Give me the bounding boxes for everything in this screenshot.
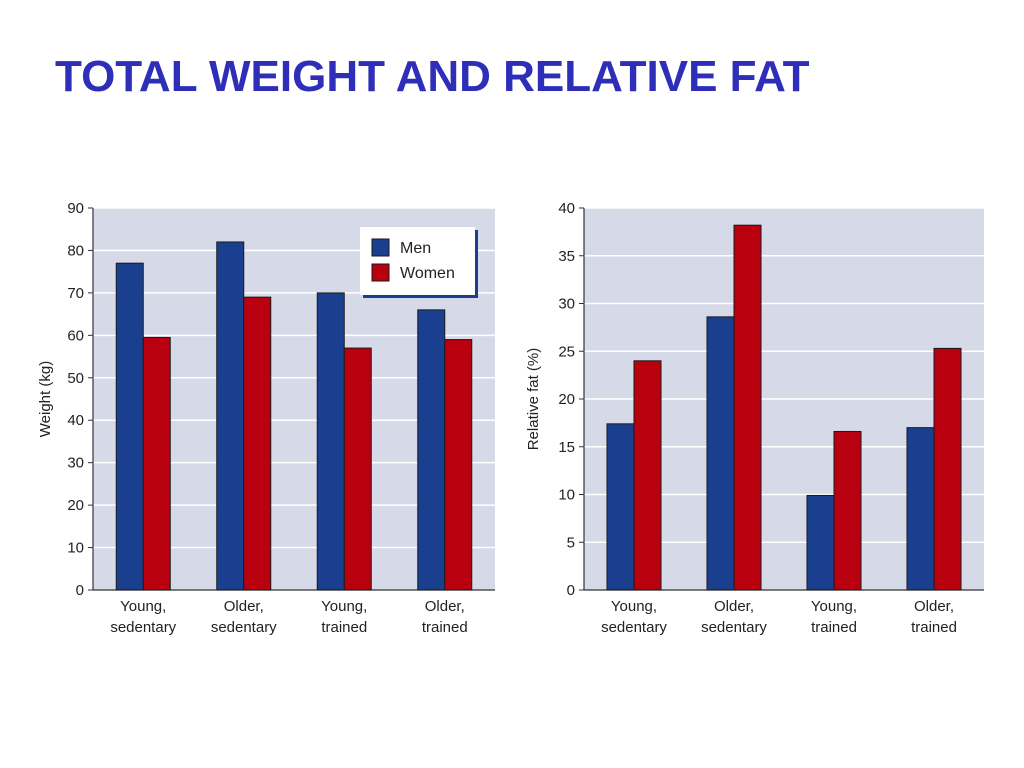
x-tick-label: Older, — [224, 598, 264, 615]
x-tick-label: Older, — [914, 598, 954, 615]
bar-women-older-sedentary — [733, 224, 762, 591]
bar-women-young-sedentary — [633, 360, 662, 591]
slide-title: TOTAL WEIGHT AND RELATIVE FAT — [55, 52, 810, 101]
legend-label-men: Men — [400, 240, 431, 257]
y-tick-label: 60 — [67, 327, 84, 344]
y-tick-label: 10 — [558, 487, 575, 504]
y-tick-label: 0 — [76, 582, 84, 599]
y-tick-label: 20 — [558, 391, 575, 408]
x-tick-label: Older, — [425, 598, 465, 615]
y-tick-label: 25 — [558, 343, 575, 360]
bar-men-older-sedentary — [706, 316, 735, 591]
y-tick-label: 15 — [558, 439, 575, 456]
y-tick-label: 40 — [67, 412, 84, 429]
x-tick-label: Young, — [811, 598, 857, 615]
bar-men-young-trained — [806, 494, 835, 591]
x-tick-label: trained — [321, 619, 367, 636]
bar-women-young-trained — [833, 430, 862, 591]
y-tick-label: 35 — [558, 248, 575, 265]
x-tick-label: trained — [811, 619, 857, 636]
y-tick-label: 30 — [558, 296, 575, 313]
y-tick-label: 10 — [67, 540, 84, 557]
y-tick-label: 90 — [67, 200, 84, 217]
y-tick-label: 30 — [67, 455, 84, 472]
bar-women-older-sedentary — [243, 296, 272, 591]
bar-women-young-sedentary — [142, 336, 171, 591]
x-tick-label: sedentary — [601, 619, 667, 636]
legend-swatch-men — [371, 238, 390, 257]
x-tick-label: Young, — [120, 598, 166, 615]
x-tick-label: trained — [422, 619, 468, 636]
y-tick-label: 5 — [567, 534, 575, 551]
bar-men-young-sedentary — [606, 423, 635, 591]
bar-men-older-sedentary — [216, 241, 245, 591]
x-tick-label: Young, — [321, 598, 367, 615]
y-axis-label: Weight (kg) — [37, 361, 54, 437]
bar-women-older-trained — [444, 339, 473, 591]
y-tick-label: 0 — [567, 582, 575, 599]
x-tick-label: sedentary — [211, 619, 277, 636]
legend-swatch-women — [371, 263, 390, 282]
y-tick-label: 80 — [67, 242, 84, 259]
y-tick-label: 50 — [67, 370, 84, 387]
bar-women-young-trained — [343, 347, 372, 591]
y-tick-label: 70 — [67, 285, 84, 302]
y-tick-label: 40 — [558, 200, 575, 217]
x-tick-label: Young, — [611, 598, 657, 615]
x-tick-label: Older, — [714, 598, 754, 615]
x-tick-label: trained — [911, 619, 957, 636]
legend-label-women: Women — [400, 265, 455, 282]
bar-women-older-trained — [933, 347, 962, 591]
x-tick-label: sedentary — [110, 619, 176, 636]
y-axis-label: Relative fat (%) — [525, 348, 542, 451]
x-tick-label: sedentary — [701, 619, 767, 636]
bar-men-older-trained — [906, 427, 935, 591]
legend-box — [360, 227, 475, 295]
y-tick-label: 20 — [67, 497, 84, 514]
bar-men-young-trained — [316, 292, 345, 591]
